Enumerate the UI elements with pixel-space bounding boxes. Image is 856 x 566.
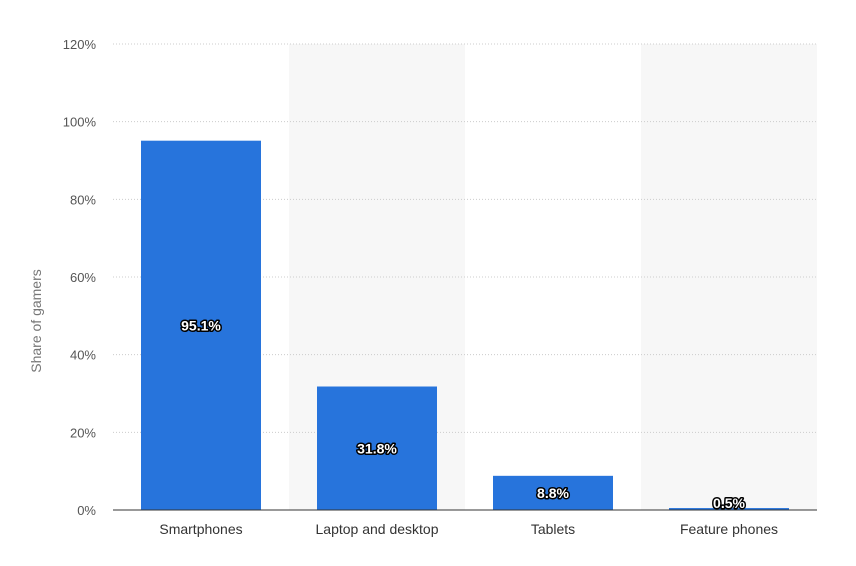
y-tick-label: 60%: [70, 270, 96, 285]
bar: [317, 386, 437, 510]
y-tick-label: 20%: [70, 425, 96, 440]
data-labels: 95.1% 31.8% 8.8% 0.5%: [180, 316, 747, 513]
x-axis-labels: Smartphones Laptop and desktop Tablets Feat…: [159, 521, 778, 537]
x-tick-label: Laptop and desktop: [316, 521, 439, 537]
x-tick-label: Tablets: [531, 521, 575, 537]
x-tick-label: Feature phones: [680, 521, 778, 537]
y-tick-label: 120%: [63, 37, 97, 52]
data-label: 8.8%: [537, 485, 569, 501]
y-tick-label: 0%: [77, 503, 96, 518]
data-label: 0.5%: [713, 495, 745, 511]
data-label: 95.1%: [181, 317, 221, 333]
bar: [669, 508, 789, 510]
bars: [141, 140, 789, 510]
y-tick-label: 80%: [70, 192, 96, 207]
x-tick-label: Smartphones: [159, 521, 242, 537]
y-axis-title: Share of gamers: [28, 269, 44, 373]
y-tick-label: 40%: [70, 348, 96, 363]
bar: [141, 140, 261, 510]
y-tick-label: 100%: [63, 115, 97, 130]
data-label: 31.8%: [357, 440, 397, 456]
y-axis-ticks: 0% 20% 40% 60% 80% 100% 120%: [63, 37, 97, 518]
bar: [493, 475, 613, 510]
